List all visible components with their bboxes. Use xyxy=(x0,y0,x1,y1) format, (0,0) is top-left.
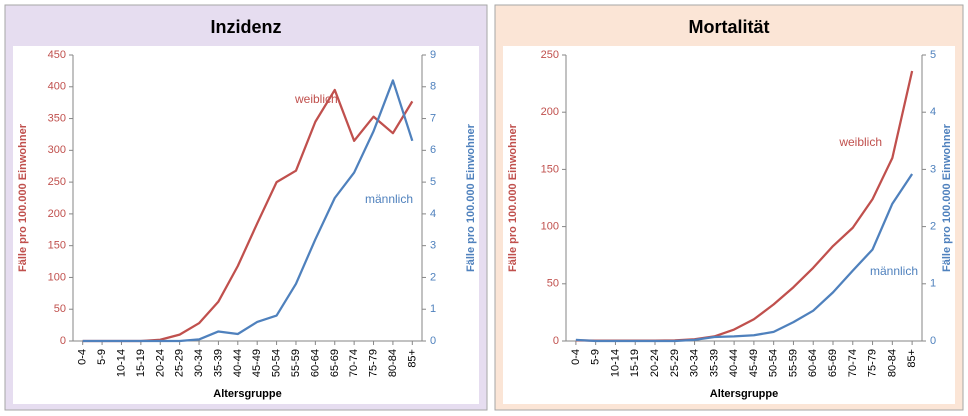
x-tick-label: 15-19 xyxy=(629,349,641,377)
x-tick-label: 25-29 xyxy=(174,349,186,377)
y-axis-title: Fälle pro 100.000 Einwohner xyxy=(17,123,29,272)
y2-tick-label: 2 xyxy=(930,221,936,233)
y-tick-label: 0 xyxy=(553,335,559,347)
x-tick-label: 30-34 xyxy=(193,349,205,377)
x-tick-label: 5-9 xyxy=(590,349,602,365)
y2-tick-label: 2 xyxy=(430,271,436,283)
y-tick-label: 100 xyxy=(48,271,66,283)
y2-tick-label: 7 xyxy=(430,112,436,124)
x-tick-label: 40-44 xyxy=(728,349,740,377)
x-tick-label: 0-4 xyxy=(77,349,89,365)
y-tick-label: 300 xyxy=(48,144,66,156)
y-tick-label: 50 xyxy=(547,278,559,290)
x-tick-label: 0-4 xyxy=(570,349,582,365)
y-tick-label: 350 xyxy=(48,112,66,124)
x-tick-label: 45-49 xyxy=(748,349,760,377)
x-tick-label: 40-44 xyxy=(232,349,244,377)
series-label: männlich xyxy=(870,264,918,278)
x-tick-label: 5-9 xyxy=(96,349,108,365)
y2-axis-title: Fälle pro 100.000 Einwohner xyxy=(465,123,477,272)
y-tick-label: 0 xyxy=(60,335,66,347)
y2-tick-label: 3 xyxy=(430,240,436,252)
y-tick-label: 150 xyxy=(48,240,66,252)
y-tick-label: 400 xyxy=(48,81,66,93)
x-tick-label: 15-19 xyxy=(135,349,147,377)
x-tick-label: 30-34 xyxy=(689,349,701,377)
y2-tick-label: 5 xyxy=(930,49,936,61)
x-tick-label: 10-14 xyxy=(115,349,127,377)
x-tick-label: 35-39 xyxy=(708,349,720,377)
x-axis-title: Altersgruppe xyxy=(710,388,778,400)
x-axis-title: Altersgruppe xyxy=(213,388,281,400)
x-tick-label: 85+ xyxy=(906,349,918,368)
x-tick-label: 85+ xyxy=(406,349,418,368)
y-tick-label: 200 xyxy=(48,208,66,220)
x-tick-label: 80-84 xyxy=(886,349,898,377)
y2-tick-label: 6 xyxy=(430,144,436,156)
y2-tick-label: 0 xyxy=(930,335,936,347)
y2-tick-label: 4 xyxy=(430,208,436,220)
chart-title: Inzidenz xyxy=(211,17,282,37)
x-tick-label: 65-69 xyxy=(329,349,341,377)
chart-title: Mortalität xyxy=(689,17,770,37)
y2-tick-label: 1 xyxy=(430,303,436,315)
x-tick-label: 70-74 xyxy=(348,349,360,377)
x-tick-label: 60-64 xyxy=(807,349,819,377)
y2-tick-label: 8 xyxy=(430,81,436,93)
y2-tick-label: 4 xyxy=(930,106,936,118)
y2-tick-label: 0 xyxy=(430,335,436,347)
x-tick-label: 50-54 xyxy=(768,349,780,377)
y-tick-label: 250 xyxy=(541,49,559,61)
y-axis-title: Fälle pro 100.000 Einwohner xyxy=(507,123,519,272)
x-tick-label: 45-49 xyxy=(251,349,263,377)
x-tick-label: 75-79 xyxy=(867,349,879,377)
y2-axis-title: Fälle pro 100.000 Einwohner xyxy=(941,123,953,272)
y-tick-label: 150 xyxy=(541,163,559,175)
x-tick-label: 35-39 xyxy=(212,349,224,377)
y-tick-label: 450 xyxy=(48,49,66,61)
plot-area xyxy=(503,46,955,404)
y-tick-label: 200 xyxy=(541,106,559,118)
y2-tick-label: 3 xyxy=(930,163,936,175)
x-tick-label: 20-24 xyxy=(154,349,166,377)
y-tick-label: 50 xyxy=(54,303,66,315)
series-label: weiblich xyxy=(838,135,882,149)
y2-tick-label: 1 xyxy=(930,278,936,290)
y-tick-label: 100 xyxy=(541,221,559,233)
x-tick-label: 60-64 xyxy=(309,349,321,377)
x-tick-label: 25-29 xyxy=(669,349,681,377)
x-tick-label: 50-54 xyxy=(271,349,283,377)
x-tick-label: 10-14 xyxy=(609,349,621,377)
y-tick-label: 250 xyxy=(48,176,66,188)
x-tick-label: 70-74 xyxy=(847,349,859,377)
series-label: männlich xyxy=(365,192,413,206)
x-tick-label: 55-59 xyxy=(787,349,799,377)
x-tick-label: 65-69 xyxy=(827,349,839,377)
x-tick-label: 55-59 xyxy=(290,349,302,377)
series-line xyxy=(575,173,914,343)
x-tick-label: 80-84 xyxy=(387,349,399,377)
x-tick-label: 20-24 xyxy=(649,349,661,377)
x-tick-label: 75-79 xyxy=(368,349,380,377)
series-line xyxy=(82,79,414,343)
y2-tick-label: 5 xyxy=(430,176,436,188)
series-label: weiblich xyxy=(294,92,338,106)
y2-tick-label: 9 xyxy=(430,49,436,61)
